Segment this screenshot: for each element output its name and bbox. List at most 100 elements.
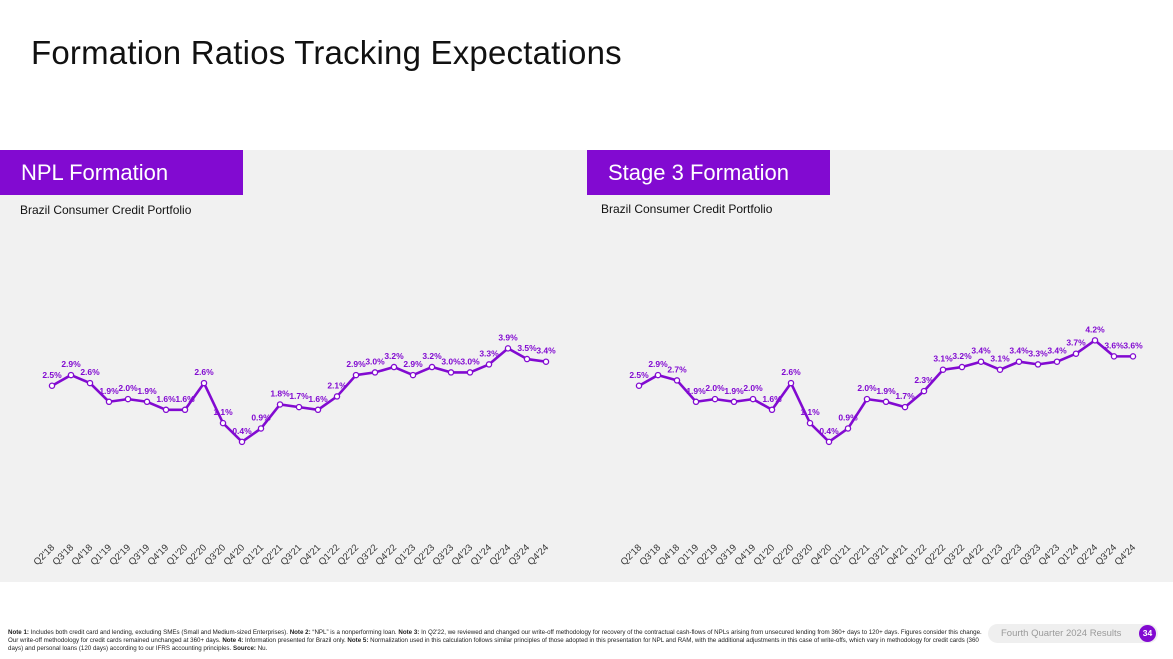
data-label: 2.9% xyxy=(403,359,423,369)
data-point xyxy=(1110,353,1118,360)
stage3-formation-subtitle: Brazil Consumer Credit Portfolio xyxy=(601,202,773,216)
data-point xyxy=(67,371,75,379)
data-point xyxy=(1129,353,1137,360)
data-point xyxy=(939,366,947,373)
data-label: 3.9% xyxy=(498,332,518,342)
data-point xyxy=(542,358,550,365)
data-point xyxy=(409,371,417,379)
npl-formation-header: NPL Formation xyxy=(0,150,243,195)
stage3-formation-header: Stage 3 Formation xyxy=(587,150,830,195)
data-label: 3.1% xyxy=(933,354,953,364)
data-label: 3.4% xyxy=(1009,346,1029,356)
data-label: 1.6% xyxy=(308,394,328,404)
data-label: 0.4% xyxy=(232,426,252,436)
data-point xyxy=(352,371,360,379)
data-point xyxy=(635,382,643,390)
data-label: 1.9% xyxy=(99,386,119,396)
data-label: 1.6% xyxy=(156,394,176,404)
data-label: 2.3% xyxy=(914,375,934,385)
data-label: 3.0% xyxy=(365,356,385,366)
data-point xyxy=(692,398,700,406)
data-label: 3.7% xyxy=(1066,338,1086,348)
data-point xyxy=(806,419,814,427)
data-label: 2.6% xyxy=(194,367,214,377)
data-point xyxy=(295,403,303,411)
data-label: 1.6% xyxy=(762,394,782,404)
data-point xyxy=(333,393,341,400)
data-point xyxy=(219,419,227,427)
data-label: 3.2% xyxy=(952,351,972,361)
x-tick-label: Q4'24 xyxy=(1113,542,1139,568)
data-point xyxy=(257,425,265,432)
data-label: 1.8% xyxy=(270,388,290,398)
data-point xyxy=(447,369,455,376)
data-label: 2.9% xyxy=(61,359,81,369)
data-point xyxy=(825,438,833,446)
data-point xyxy=(238,438,246,446)
report-label-pill: Fourth Quarter 2024 Results xyxy=(988,624,1158,643)
data-label: 3.4% xyxy=(536,346,556,356)
data-label: 2.9% xyxy=(648,359,668,369)
data-label: 2.6% xyxy=(781,367,801,377)
data-point xyxy=(863,395,871,403)
data-point xyxy=(276,401,284,408)
data-point xyxy=(143,398,151,406)
data-label: 1.6% xyxy=(175,394,195,404)
data-label: 1.7% xyxy=(895,391,915,401)
data-point xyxy=(844,425,852,432)
data-point xyxy=(314,406,322,414)
data-label: 0.4% xyxy=(819,426,839,436)
data-label: 3.4% xyxy=(1047,346,1067,356)
data-point xyxy=(124,395,132,403)
data-point xyxy=(768,406,776,414)
data-label: 3.5% xyxy=(517,343,537,353)
data-label: 2.5% xyxy=(42,370,62,380)
data-label: 3.3% xyxy=(1028,348,1048,358)
data-label: 0.9% xyxy=(838,412,858,422)
data-label: 2.1% xyxy=(327,380,347,390)
npl-formation-chart: 2.5%Q2'182.9%Q3'182.6%Q4'181.9%Q1'192.0%… xyxy=(32,332,557,568)
data-point xyxy=(1072,350,1080,357)
data-point xyxy=(654,371,662,379)
data-point xyxy=(787,379,795,387)
data-label: 1.9% xyxy=(137,386,157,396)
data-point xyxy=(504,345,512,352)
data-label: 3.6% xyxy=(1104,340,1124,350)
data-label: 2.6% xyxy=(80,367,100,377)
data-point xyxy=(200,379,208,387)
data-point xyxy=(996,366,1004,373)
page-number-badge: 34 xyxy=(1139,625,1156,642)
data-label: 1.9% xyxy=(686,386,706,396)
npl-formation-subtitle: Brazil Consumer Credit Portfolio xyxy=(20,203,192,217)
data-label: 3.2% xyxy=(422,351,442,361)
page-title: Formation Ratios Tracking Expectations xyxy=(31,34,622,71)
data-point xyxy=(162,406,170,414)
data-label: 0.9% xyxy=(251,412,271,422)
data-label: 2.0% xyxy=(857,383,877,393)
data-label: 3.0% xyxy=(460,356,480,366)
data-label: 1.9% xyxy=(724,386,744,396)
data-label: 2.0% xyxy=(118,383,138,393)
data-label: 3.2% xyxy=(384,351,404,361)
data-label: 3.1% xyxy=(990,354,1010,364)
data-point xyxy=(428,363,436,371)
stage3-formation-chart: 2.5%Q2'182.9%Q3'182.7%Q4'181.9%Q1'192.0%… xyxy=(619,324,1144,568)
data-label: 2.0% xyxy=(743,383,763,393)
report-label: Fourth Quarter 2024 Results xyxy=(1001,628,1122,639)
data-label: 1.7% xyxy=(289,391,309,401)
data-point xyxy=(1015,358,1023,365)
data-label: 1.9% xyxy=(876,386,896,396)
data-point xyxy=(466,369,474,376)
data-point xyxy=(958,363,966,371)
data-point xyxy=(390,363,398,371)
data-label: 2.9% xyxy=(346,359,366,369)
data-point xyxy=(86,379,94,387)
data-point xyxy=(181,406,189,414)
data-label: 1.1% xyxy=(800,407,820,417)
data-point xyxy=(371,369,379,376)
x-tick-label: Q4'24 xyxy=(526,542,552,568)
data-label: 2.7% xyxy=(667,364,687,374)
data-point xyxy=(977,358,985,365)
data-point xyxy=(1091,337,1099,344)
data-label: 1.1% xyxy=(213,407,233,417)
